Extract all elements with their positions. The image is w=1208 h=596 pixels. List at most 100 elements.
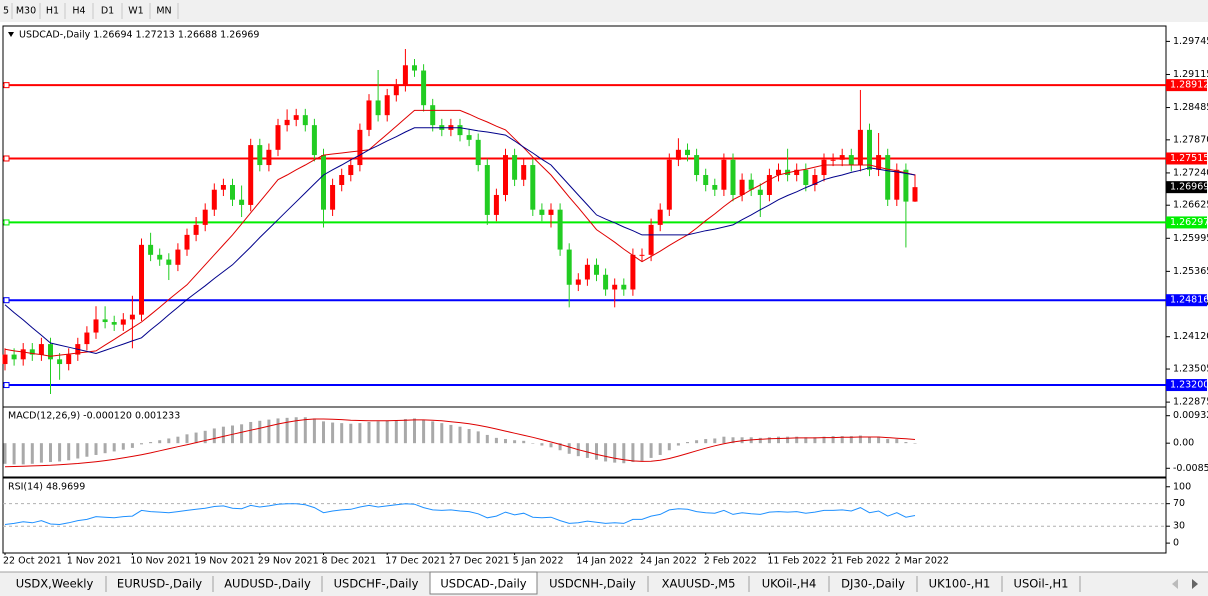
timeframe-button[interactable]: H1 bbox=[46, 6, 59, 17]
candle-body bbox=[393, 85, 399, 96]
tab-label[interactable]: XAUUSD-,M5 bbox=[662, 577, 736, 591]
histogram-bar bbox=[777, 436, 780, 444]
candle-body bbox=[730, 159, 736, 195]
tab-label[interactable]: DJ30-,Daily bbox=[841, 577, 905, 591]
timeframe-button[interactable]: H4 bbox=[72, 6, 85, 17]
histogram-bar bbox=[595, 443, 598, 460]
histogram-bar bbox=[567, 443, 571, 454]
candle-body bbox=[38, 344, 44, 355]
histogram-bar bbox=[804, 437, 808, 444]
tab[interactable]: XAUUSD-,M5 bbox=[662, 576, 750, 592]
tab-label[interactable]: UK100-,H1 bbox=[929, 577, 991, 591]
moving-average bbox=[4, 109, 916, 357]
level-label: 1.27515 bbox=[1170, 153, 1208, 164]
signal-line bbox=[4, 418, 916, 468]
candle-body bbox=[812, 175, 818, 185]
level-anchor bbox=[3, 219, 10, 226]
timeframe-button[interactable]: D1 bbox=[101, 6, 114, 17]
tab[interactable]: USDX,Weekly bbox=[16, 576, 107, 592]
histogram-bar bbox=[877, 436, 881, 444]
histogram-bar bbox=[558, 443, 562, 451]
y-tick-label: 0 bbox=[1173, 538, 1179, 549]
histogram-bar bbox=[658, 443, 662, 455]
histogram-bar bbox=[740, 437, 744, 444]
tab[interactable]: DJ30-,Daily bbox=[841, 576, 918, 592]
candle-body bbox=[575, 279, 581, 285]
candle-body bbox=[584, 264, 590, 280]
candle-body bbox=[639, 254, 645, 256]
candle-body bbox=[384, 95, 390, 116]
tab[interactable]: UKOil-,H4 bbox=[762, 576, 830, 592]
candle-body bbox=[421, 70, 427, 106]
tab-scroll-right[interactable] bbox=[1192, 579, 1198, 589]
histogram-bar bbox=[30, 443, 34, 464]
timeframe-button[interactable]: W1 bbox=[128, 6, 143, 17]
tab-label[interactable]: USOil-,H1 bbox=[1014, 577, 1069, 591]
histogram-bar bbox=[695, 440, 699, 444]
tab-scroll-left[interactable] bbox=[1172, 579, 1178, 589]
histogram-bar bbox=[130, 443, 134, 448]
histogram-bar bbox=[203, 430, 207, 444]
tab[interactable]: EURUSD-,Daily bbox=[117, 576, 214, 592]
histogram-bar bbox=[322, 421, 325, 444]
tab[interactable]: USDCAD-,Daily bbox=[429, 571, 538, 595]
candle-body bbox=[348, 165, 354, 176]
level-label-box bbox=[1166, 216, 1207, 229]
candle-body bbox=[466, 135, 472, 140]
candle-body bbox=[666, 159, 672, 210]
x-tick-label: 29 Nov 2021 bbox=[258, 556, 319, 567]
panel-title: RSI(14) 48.9699 bbox=[8, 482, 85, 493]
histogram-bar bbox=[249, 421, 253, 444]
histogram-bar bbox=[221, 426, 225, 444]
candle-body bbox=[648, 224, 654, 255]
tab-label[interactable]: EURUSD-,Daily bbox=[117, 577, 202, 591]
tab-label[interactable]: USDCAD-,Daily bbox=[440, 577, 526, 591]
y-tick-label: 0.009327 bbox=[1173, 410, 1208, 421]
tab-label[interactable]: USDCHF-,Daily bbox=[334, 577, 419, 591]
timeframe-button[interactable]: MN bbox=[156, 6, 171, 17]
tab[interactable]: USOil-,H1 bbox=[1014, 576, 1081, 592]
histogram-bar bbox=[849, 436, 853, 444]
tab-bar bbox=[0, 572, 1208, 596]
timeframe-button[interactable]: M30 bbox=[16, 6, 36, 17]
histogram-bar bbox=[431, 421, 435, 444]
histogram-bar bbox=[604, 443, 608, 462]
histogram-bar bbox=[76, 443, 80, 459]
candle-body bbox=[630, 254, 636, 290]
tab[interactable]: USDCNH-,Daily bbox=[549, 576, 649, 592]
histogram-bar bbox=[112, 443, 116, 452]
level-label-box bbox=[1166, 152, 1207, 165]
candle-body bbox=[885, 155, 891, 200]
histogram-bar bbox=[285, 417, 289, 444]
tab[interactable]: USDCHF-,Daily bbox=[334, 576, 431, 592]
histogram-bar bbox=[858, 435, 862, 444]
candle-body bbox=[57, 359, 63, 365]
x-tick-label: 27 Dec 2021 bbox=[449, 556, 510, 567]
candle-body bbox=[66, 354, 72, 365]
tab-label[interactable]: AUDUSD-,Daily bbox=[224, 577, 311, 591]
tab-label[interactable]: USDX,Weekly bbox=[16, 577, 94, 591]
histogram-bar bbox=[840, 436, 844, 444]
y-tick-label: 1.29115 bbox=[1173, 69, 1208, 80]
candle-body bbox=[557, 209, 563, 250]
histogram-bar bbox=[895, 439, 899, 444]
histogram-bar bbox=[868, 436, 871, 444]
timeframe-button[interactable]: 5 bbox=[3, 6, 9, 17]
histogram-bar bbox=[522, 440, 526, 444]
candle-body bbox=[330, 184, 336, 210]
histogram-bar bbox=[376, 421, 380, 444]
candle-body bbox=[503, 155, 508, 195]
level-anchor bbox=[3, 297, 10, 304]
candle-body bbox=[475, 139, 481, 166]
candle-body bbox=[120, 319, 126, 325]
tab[interactable]: AUDUSD-,Daily bbox=[224, 576, 323, 592]
candle-body bbox=[894, 169, 900, 200]
histogram-bar bbox=[212, 428, 216, 444]
tab-label[interactable]: USDCNH-,Daily bbox=[549, 577, 636, 591]
histogram-bar bbox=[303, 417, 307, 444]
histogram-bar bbox=[158, 440, 162, 444]
candle-body bbox=[239, 199, 245, 205]
tab-label[interactable]: UKOil-,H4 bbox=[762, 577, 817, 591]
tab[interactable]: UK100-,H1 bbox=[929, 576, 1003, 592]
